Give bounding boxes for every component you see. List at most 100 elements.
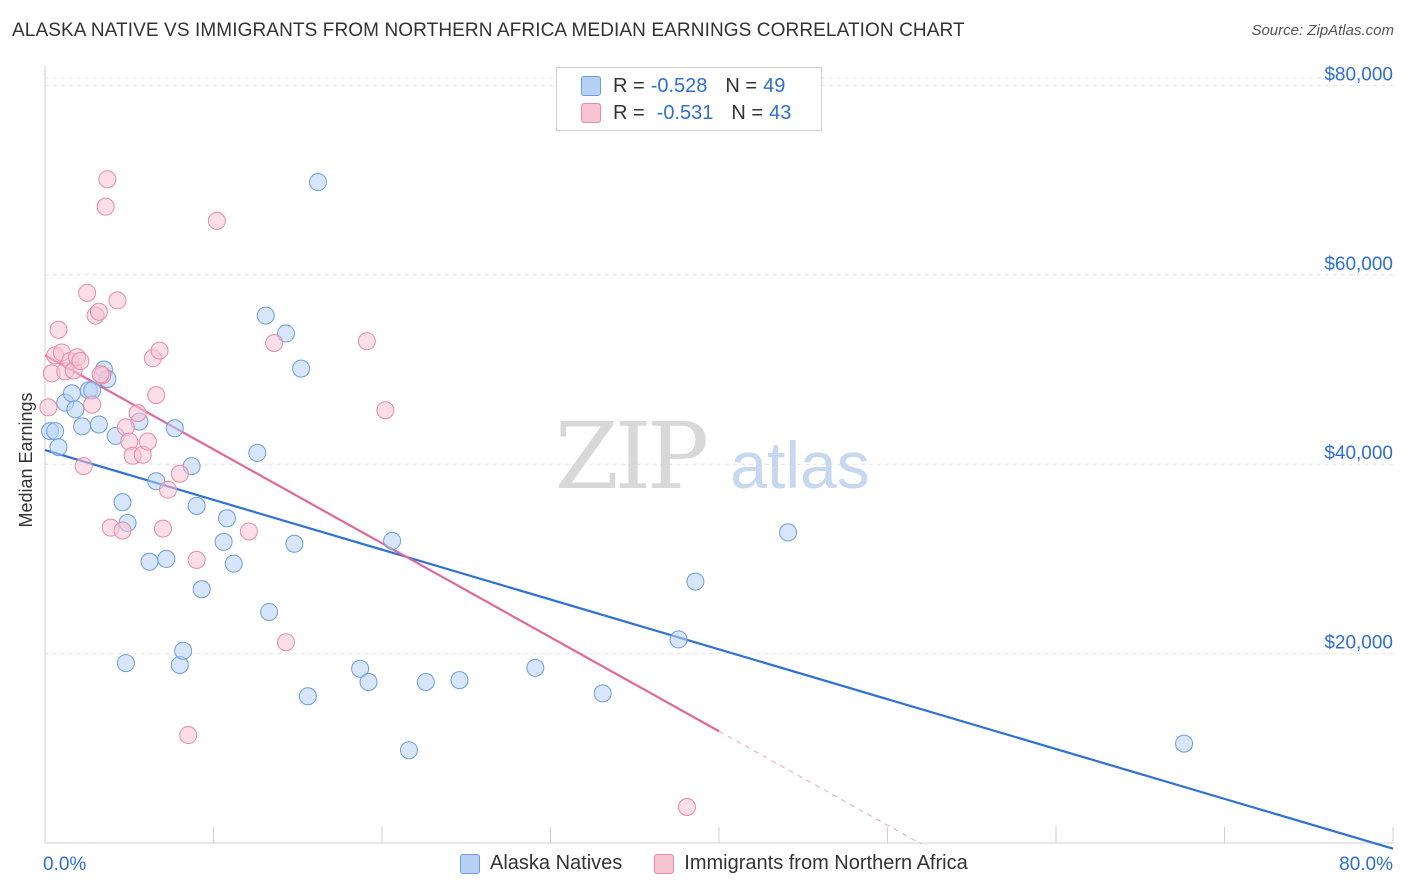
watermark-atlas: atlas <box>730 428 869 502</box>
legend-item-alaska-natives[interactable]: Alaska Natives <box>460 852 622 875</box>
point-alaska-native <box>224 554 243 573</box>
point-northern-africa <box>71 352 90 371</box>
point-northern-africa <box>159 480 178 499</box>
point-alaska-native <box>383 531 402 550</box>
legend-r-value: -0.531 <box>656 101 714 124</box>
point-northern-africa <box>207 211 226 230</box>
point-northern-africa <box>96 197 115 216</box>
point-northern-africa <box>147 386 166 405</box>
legend-n-label: N = <box>731 101 764 124</box>
point-northern-africa <box>677 798 696 817</box>
legend-r-label: R = <box>613 74 645 97</box>
point-alaska-native <box>359 673 378 692</box>
watermark: ZIP atlas <box>555 403 870 510</box>
axis-labels: $20,000 $40,000 $60,000 $80,000 0.0% 80.0% <box>43 64 1393 875</box>
point-alaska-native <box>165 419 184 438</box>
chart-title: ALASKA NATIVE VS IMMIGRANTS FROM NORTHER… <box>12 20 965 41</box>
point-alaska-native <box>526 658 545 677</box>
point-alaska-native <box>214 532 233 551</box>
point-northern-africa <box>128 404 147 423</box>
trend-line-northern-africa-extension <box>718 730 922 845</box>
x-tick-label: 80.0% <box>1339 854 1393 875</box>
point-alaska-native <box>276 324 295 343</box>
point-alaska-native <box>292 359 311 378</box>
point-alaska-native <box>669 630 688 649</box>
point-northern-africa <box>138 432 157 451</box>
point-alaska-native <box>66 400 85 419</box>
data-points <box>39 170 1194 817</box>
y-axis-title: Median Earnings <box>16 392 36 527</box>
legend-swatch-blue <box>460 853 480 874</box>
point-northern-africa <box>83 395 102 414</box>
point-alaska-native <box>62 384 81 403</box>
point-northern-africa <box>170 464 189 483</box>
point-northern-africa <box>91 365 110 384</box>
point-northern-africa <box>357 332 376 351</box>
legend-swatch-pink <box>654 853 675 874</box>
legend-swatch-blue <box>581 76 601 96</box>
point-alaska-native <box>416 673 435 692</box>
point-alaska-native <box>593 684 612 703</box>
trend-line-alaska-natives <box>44 448 1394 850</box>
point-northern-africa <box>150 341 169 360</box>
point-alaska-native <box>399 741 418 760</box>
point-northern-africa <box>153 519 172 538</box>
point-alaska-native <box>89 415 108 434</box>
series-legend: Alaska Natives Immigrants from Northern … <box>460 852 1000 875</box>
point-northern-africa <box>74 457 93 476</box>
point-alaska-native <box>73 417 92 436</box>
point-alaska-native <box>217 509 236 528</box>
legend-item-northern-africa[interactable]: Immigrants from Northern Africa <box>654 852 968 875</box>
y-tick-label: $20,000 <box>1324 633 1393 654</box>
point-northern-africa <box>89 302 108 321</box>
legend-n-label: N = <box>725 74 758 97</box>
point-alaska-native <box>49 438 68 457</box>
legend-n-value: 43 <box>769 101 792 124</box>
point-alaska-native <box>298 687 317 706</box>
y-tick-label: $60,000 <box>1324 254 1393 275</box>
x-tick-label: 0.0% <box>43 854 86 875</box>
point-northern-africa <box>179 726 198 745</box>
point-alaska-native <box>248 443 267 462</box>
point-northern-africa <box>39 398 58 417</box>
point-northern-africa <box>376 401 395 420</box>
trend-lines <box>44 354 1394 850</box>
point-northern-africa <box>49 320 68 339</box>
point-alaska-native <box>260 602 279 621</box>
point-alaska-native <box>450 671 469 690</box>
legend-row-alaska: R = -0.528 N = 49 <box>581 74 785 98</box>
point-alaska-native <box>686 572 705 591</box>
legend-label-alaska-natives: Alaska Natives <box>490 852 623 874</box>
point-northern-africa <box>265 334 284 353</box>
point-alaska-native <box>256 306 275 325</box>
point-alaska-native <box>351 659 370 678</box>
point-northern-africa <box>98 170 117 189</box>
point-alaska-native <box>113 493 132 512</box>
legend-r-label: R = <box>613 101 645 124</box>
point-northern-africa <box>276 633 295 652</box>
point-northern-africa <box>108 291 127 310</box>
legend-label-northern-africa: Immigrants from Northern Africa <box>684 852 968 874</box>
watermark-zip: ZIP <box>555 403 706 510</box>
legend-r-value: -0.528 <box>650 74 708 97</box>
point-alaska-native <box>308 173 327 192</box>
point-alaska-native <box>174 641 193 660</box>
source-label: Source: ZipAtlas.com <box>1251 22 1394 39</box>
y-tick-label: $40,000 <box>1324 443 1393 464</box>
point-northern-africa <box>239 522 258 541</box>
legend-swatch-pink <box>581 103 601 123</box>
point-northern-africa <box>187 550 206 569</box>
point-northern-africa <box>113 521 132 540</box>
point-alaska-native <box>1175 734 1194 753</box>
point-northern-africa <box>78 283 97 302</box>
point-alaska-native <box>192 580 211 599</box>
point-alaska-native <box>187 496 206 515</box>
point-alaska-native <box>140 552 159 571</box>
axes <box>44 66 1394 844</box>
trend-line-northern-africa <box>44 354 720 733</box>
point-alaska-native <box>157 549 176 568</box>
correlation-legend: R = -0.528 N = 49 R = -0.531 N = 43 <box>556 67 822 131</box>
legend-row-africa: R = -0.531 N = 43 <box>581 101 791 125</box>
legend-n-value: 49 <box>763 74 786 97</box>
